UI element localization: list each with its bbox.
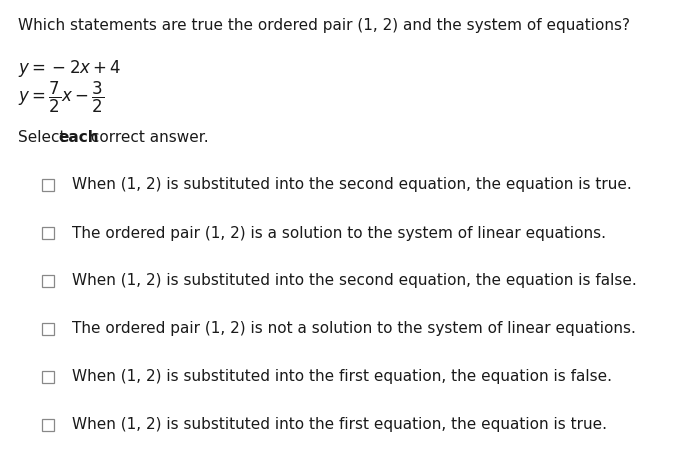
Text: When (1, 2) is substituted into the first equation, the equation is false.: When (1, 2) is substituted into the firs… bbox=[72, 370, 612, 384]
Text: Select: Select bbox=[18, 130, 70, 145]
Text: each: each bbox=[58, 130, 99, 145]
Text: When (1, 2) is substituted into the second equation, the equation is true.: When (1, 2) is substituted into the seco… bbox=[72, 177, 632, 192]
Text: When (1, 2) is substituted into the first equation, the equation is true.: When (1, 2) is substituted into the firs… bbox=[72, 418, 607, 432]
Bar bbox=[42, 179, 54, 191]
Text: $y = \dfrac{7}{2}x - \dfrac{3}{2}$: $y = \dfrac{7}{2}x - \dfrac{3}{2}$ bbox=[18, 80, 104, 115]
Text: Which statements are true the ordered pair (1, 2) and the system of equations?: Which statements are true the ordered pa… bbox=[18, 18, 630, 33]
Text: The ordered pair (1, 2) is a solution to the system of linear equations.: The ordered pair (1, 2) is a solution to… bbox=[72, 226, 606, 240]
Text: $y = -2x + 4$: $y = -2x + 4$ bbox=[18, 58, 122, 79]
Bar bbox=[42, 275, 54, 287]
Bar bbox=[42, 227, 54, 239]
Text: When (1, 2) is substituted into the second equation, the equation is false.: When (1, 2) is substituted into the seco… bbox=[72, 273, 636, 289]
Bar bbox=[42, 419, 54, 431]
Text: correct answer.: correct answer. bbox=[86, 130, 209, 145]
Bar bbox=[42, 323, 54, 335]
Text: The ordered pair (1, 2) is not a solution to the system of linear equations.: The ordered pair (1, 2) is not a solutio… bbox=[72, 321, 636, 337]
Bar bbox=[42, 371, 54, 383]
